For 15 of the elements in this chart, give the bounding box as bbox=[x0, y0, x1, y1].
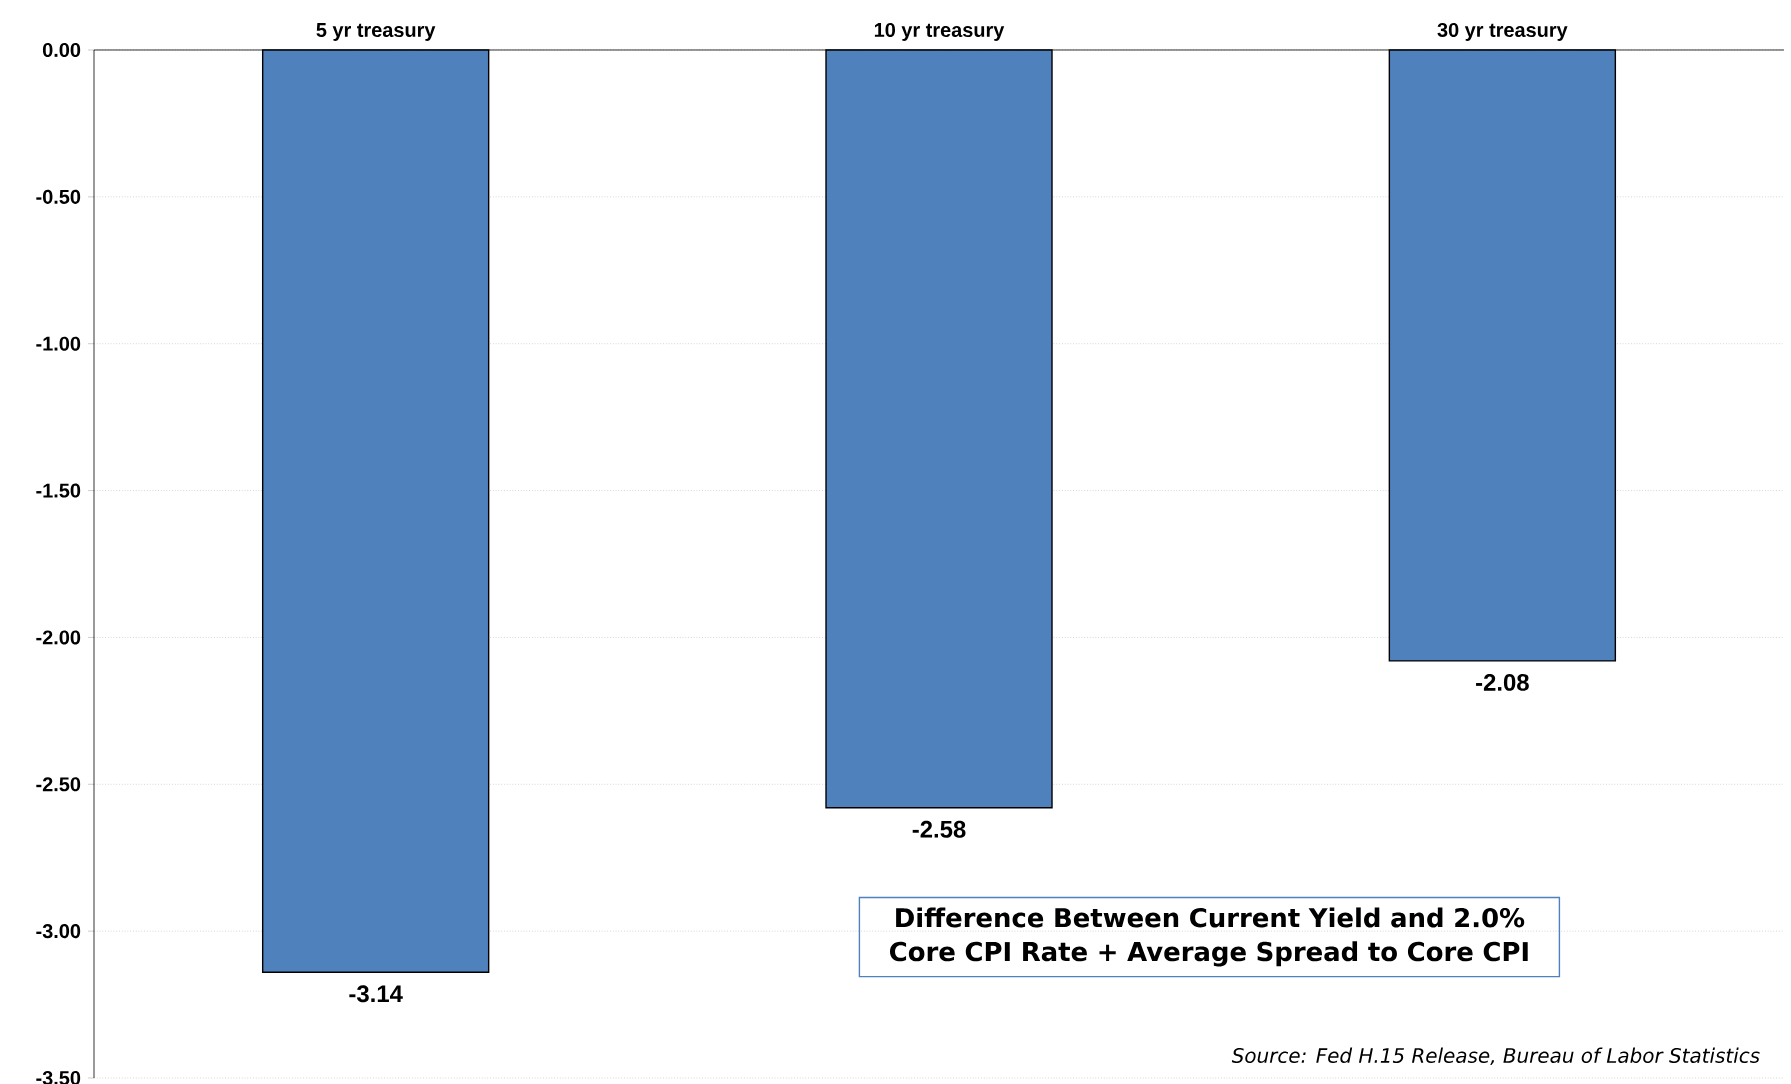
y-tick-label: -2.50 bbox=[36, 777, 81, 792]
y-tick-label: -0.50 bbox=[36, 189, 81, 204]
y-tick-label: 0.00 bbox=[42, 42, 81, 58]
y-tick-label: -2.00 bbox=[36, 630, 81, 645]
data-label: -2.08 bbox=[1476, 673, 1529, 691]
x-tick-label: 30 yr treasury bbox=[1437, 22, 1568, 41]
x-tick-label: 5 yr treasury bbox=[316, 23, 436, 41]
x-tick-label: 10 yr treasury bbox=[874, 22, 1005, 41]
y-tick-label: -1.00 bbox=[36, 336, 81, 351]
annotation: Source: Fed H.15 Release, Bureau of Labor Statistics bbox=[1231, 1047, 1760, 1066]
annotation: Difference Between Current Yield and 2.0% Core CPI Rate + Average Spread to Core CPI bbox=[890, 907, 1528, 967]
y-tick-label: -3.00 bbox=[36, 924, 81, 939]
y-tick-label: -1.50 bbox=[36, 483, 81, 498]
data-label: -3.14 bbox=[349, 985, 403, 1003]
data-label: -2.58 bbox=[912, 820, 966, 838]
